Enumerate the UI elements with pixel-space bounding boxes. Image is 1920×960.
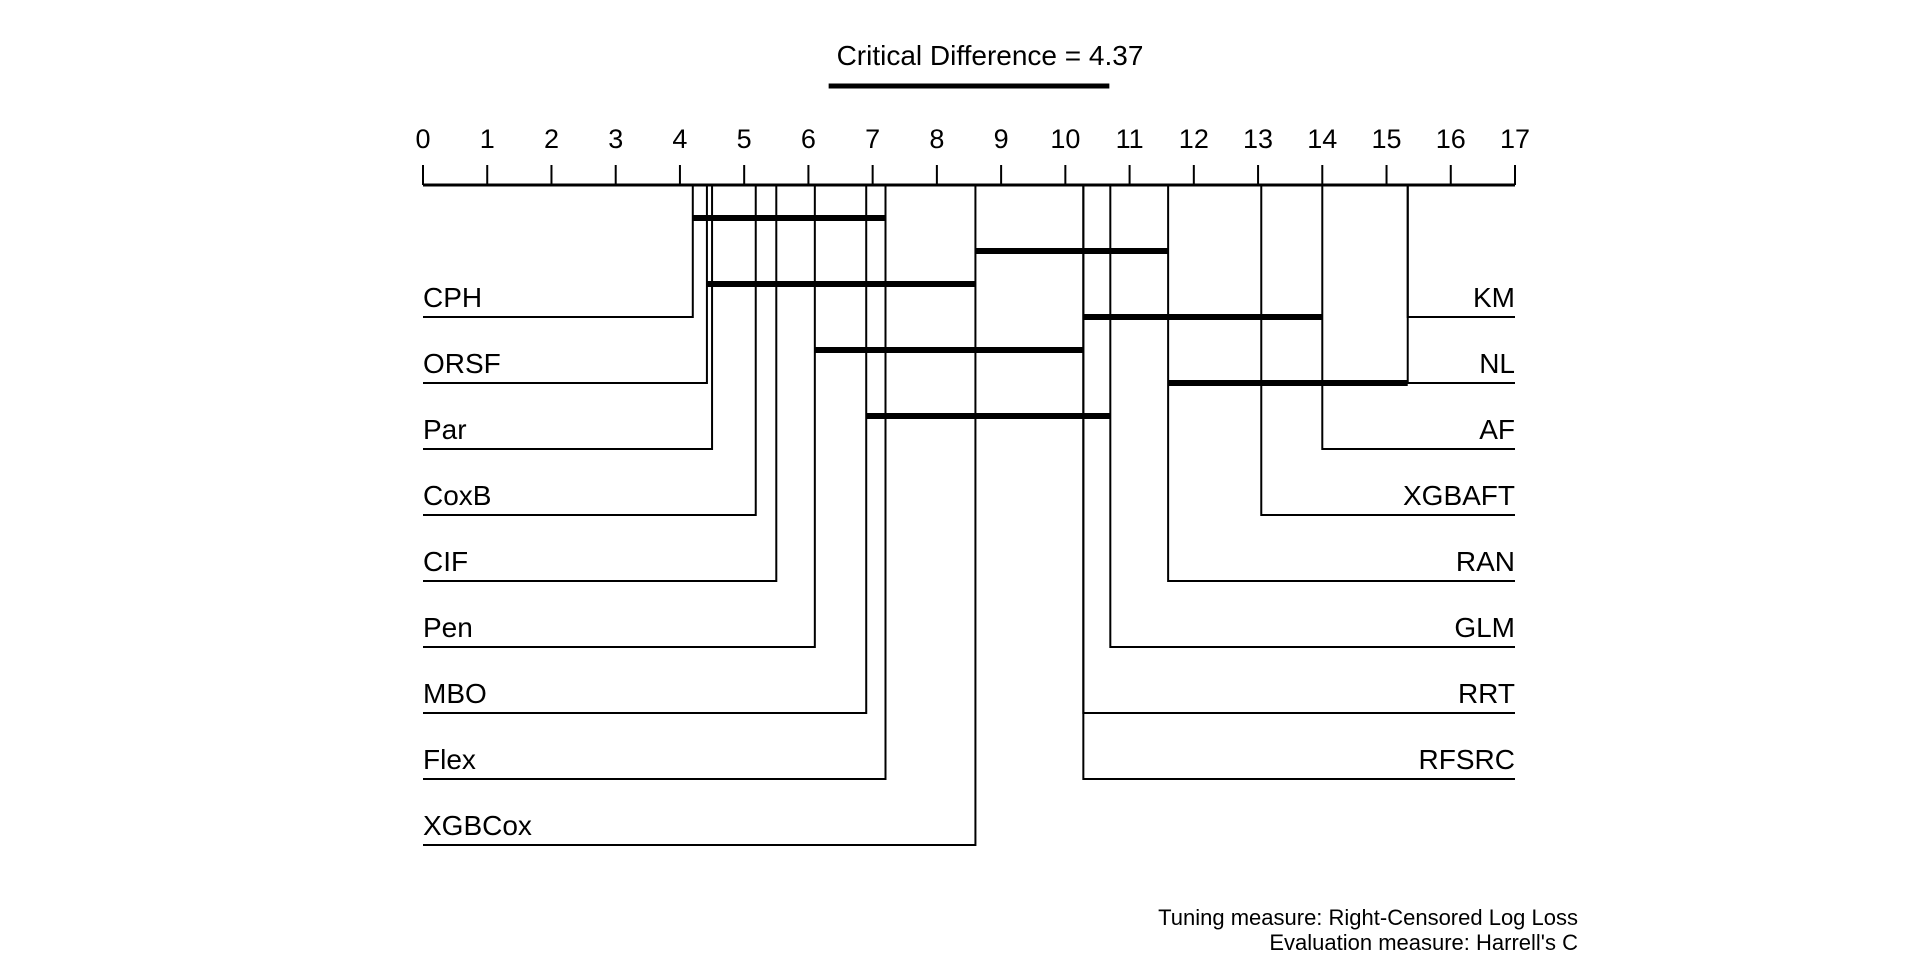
tick-label: 5: [737, 124, 752, 154]
method-line: [1321, 185, 1515, 450]
tick-label: 16: [1436, 124, 1466, 154]
evaluation-measure-note: Evaluation measure: Harrell's C: [1269, 930, 1578, 955]
tick-label: 6: [801, 124, 816, 154]
method-label: CPH: [423, 282, 482, 313]
tick-label: 13: [1243, 124, 1273, 154]
tick-label: 2: [544, 124, 559, 154]
method-line: [1082, 185, 1515, 780]
method-label: AF: [1479, 414, 1515, 445]
method-line: [423, 185, 778, 582]
method-line: [423, 185, 887, 780]
method-label: GLM: [1454, 612, 1515, 643]
method-line: [423, 185, 714, 450]
method-label: Flex: [423, 744, 476, 775]
tick-label: 11: [1116, 124, 1144, 154]
method-line: [423, 185, 694, 318]
method-line: [423, 185, 816, 648]
method-line: [423, 185, 868, 714]
clique-bars: [692, 215, 1408, 419]
method-label: RAN: [1456, 546, 1515, 577]
chart-title: Critical Difference = 4.37: [837, 40, 1144, 71]
tick-label: 12: [1179, 124, 1209, 154]
method-label: NL: [1479, 348, 1515, 379]
rank-axis: 0 1 2 3 4 5 6 7 8 9 10 11 12 13 14 15 16 17: [415, 124, 1530, 187]
tick-label: 15: [1372, 124, 1402, 154]
method-line: [1109, 185, 1515, 648]
tick-label: 0: [415, 124, 430, 154]
method-label: XGBCox: [423, 810, 532, 841]
method-label: CIF: [423, 546, 468, 577]
method-line: [423, 185, 708, 384]
method-label: ORSF: [423, 348, 501, 379]
tick-label: 7: [865, 124, 880, 154]
tuning-measure-note: Tuning measure: Right-Censored Log Loss: [1158, 905, 1578, 930]
tick-label: 3: [608, 124, 623, 154]
method-label: RRT: [1458, 678, 1515, 709]
tick-label: 14: [1307, 124, 1337, 154]
method-line: [423, 185, 757, 516]
method-label: XGBAFT: [1403, 480, 1515, 511]
tick-label: 8: [929, 124, 944, 154]
method-line: [1260, 185, 1515, 516]
method-label: CoxB: [423, 480, 491, 511]
tick-label: 4: [672, 124, 687, 154]
tick-label: 1: [480, 124, 495, 154]
method-label: MBO: [423, 678, 487, 709]
method-lines: CPH ORSF Par CoxB CIF Pen MBO Flex XGBCox KM NL AF X…: [423, 185, 1515, 846]
method-label: Pen: [423, 612, 473, 643]
method-label: KM: [1473, 282, 1515, 313]
tick-label: 17: [1500, 124, 1530, 154]
method-label: Par: [423, 414, 467, 445]
method-line: [423, 185, 977, 846]
method-label: RFSRC: [1419, 744, 1515, 775]
tick-label: 9: [994, 124, 1009, 154]
tick-label: 10: [1050, 124, 1080, 154]
